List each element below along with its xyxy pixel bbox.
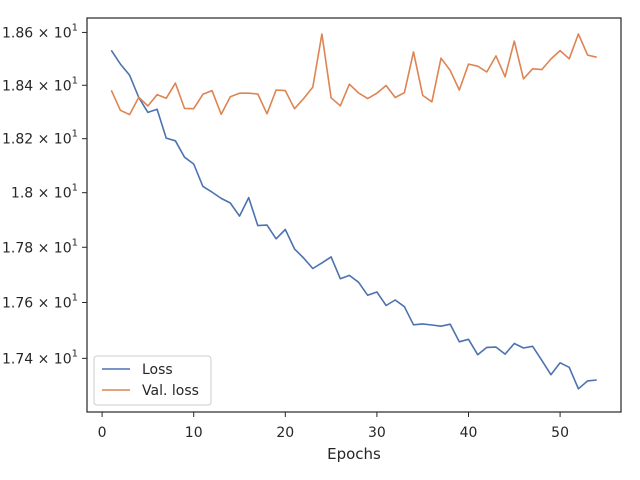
x-axis-ticks: 0 10 20 30 40 50	[98, 412, 569, 441]
series-lines	[110, 33, 597, 390]
series-line-val-loss	[110, 33, 597, 116]
legend-label-loss: Loss	[142, 362, 173, 378]
y-tick-label: 1.82 × 101	[2, 129, 78, 148]
y-tick-label: 1.8 × 101	[11, 183, 78, 202]
x-tick-label: 20	[276, 425, 294, 441]
x-tick-label: 30	[368, 425, 386, 441]
plot-frame	[86, 17, 622, 413]
legend-label-val-loss: Val. loss	[142, 383, 199, 399]
x-tick-label: 40	[460, 425, 478, 441]
plot-area	[87, 18, 621, 412]
y-tick-label: 1.84 × 101	[2, 75, 78, 94]
y-axis-ticks: 1.74 × 101 1.76 × 101 1.78 × 101 1.8 × 101 1…	[2, 22, 87, 367]
legend: Loss Val. loss	[93, 355, 212, 406]
x-axis-label: Epochs	[327, 445, 381, 463]
y-tick-label: 1.78 × 101	[2, 237, 78, 256]
y-tick-label: 1.76 × 101	[2, 292, 78, 311]
series-line-loss	[110, 49, 597, 390]
x-tick-label: 0	[98, 425, 107, 441]
x-tick-label: 10	[185, 425, 203, 441]
x-tick-label: 50	[551, 425, 569, 441]
y-tick-label: 1.74 × 101	[2, 348, 78, 367]
y-tick-label: 1.86 × 101	[2, 22, 78, 41]
